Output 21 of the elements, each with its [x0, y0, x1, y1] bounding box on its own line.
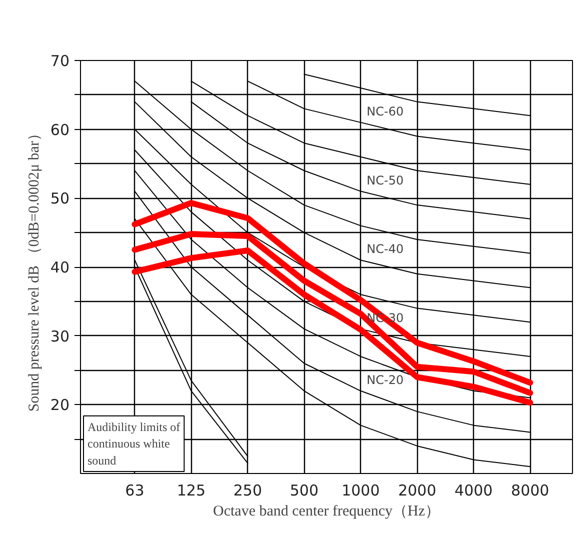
y-tick-label: 30	[50, 327, 70, 346]
y-tick-label: 20	[50, 396, 70, 414]
x-tick-label: 1000	[342, 482, 380, 500]
annotation: NC-50	[366, 173, 404, 188]
x-tick-label: 125	[176, 482, 206, 500]
y-tick-label: 50	[50, 190, 70, 208]
annotation: NC-60	[366, 104, 404, 118]
x-tick-label: 63	[125, 482, 144, 500]
x-tick-label: 2000	[398, 482, 436, 500]
y-axis-title: Sound pressure level dB （0dB=0.0002μ bar）	[26, 126, 42, 412]
annotation: NC-20	[366, 372, 404, 387]
y-tick-label: 70	[50, 52, 70, 70]
annotation: NC-40	[366, 242, 404, 256]
y-tick-label: 60	[50, 120, 70, 139]
y-tick-label: 40	[50, 258, 70, 276]
annotation: Audibility limits of continuous white sound	[88, 420, 180, 468]
x-tick-label: 250	[233, 482, 262, 500]
x-tick-label: 4000	[454, 482, 493, 500]
x-tick-label: 8000	[511, 482, 550, 500]
x-axis-title: Octave band center frequency（Hz）	[213, 504, 440, 520]
x-tick-label: 500	[290, 482, 319, 500]
